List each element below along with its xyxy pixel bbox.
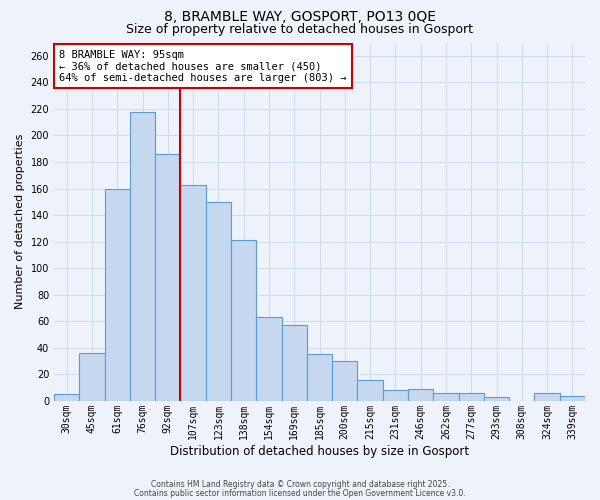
Text: Size of property relative to detached houses in Gosport: Size of property relative to detached ho… bbox=[127, 22, 473, 36]
Text: 8, BRAMBLE WAY, GOSPORT, PO13 0QE: 8, BRAMBLE WAY, GOSPORT, PO13 0QE bbox=[164, 10, 436, 24]
Bar bbox=[155, 154, 181, 401]
Bar bbox=[256, 318, 281, 401]
Bar bbox=[231, 240, 256, 401]
Bar bbox=[281, 326, 307, 401]
Bar bbox=[358, 380, 383, 401]
Bar bbox=[307, 354, 332, 401]
Bar bbox=[433, 393, 458, 401]
Bar bbox=[535, 393, 560, 401]
Text: Contains public sector information licensed under the Open Government Licence v3: Contains public sector information licen… bbox=[134, 488, 466, 498]
X-axis label: Distribution of detached houses by size in Gosport: Distribution of detached houses by size … bbox=[170, 444, 469, 458]
Bar bbox=[54, 394, 79, 401]
Bar bbox=[181, 184, 206, 401]
Bar bbox=[408, 389, 433, 401]
Bar bbox=[130, 112, 155, 401]
Bar bbox=[560, 396, 585, 401]
Bar bbox=[458, 393, 484, 401]
Bar bbox=[79, 353, 104, 401]
Bar bbox=[484, 397, 509, 401]
Y-axis label: Number of detached properties: Number of detached properties bbox=[15, 134, 25, 310]
Bar bbox=[383, 390, 408, 401]
Bar bbox=[332, 361, 358, 401]
Bar bbox=[206, 202, 231, 401]
Text: Contains HM Land Registry data © Crown copyright and database right 2025.: Contains HM Land Registry data © Crown c… bbox=[151, 480, 449, 489]
Bar bbox=[104, 188, 130, 401]
Text: 8 BRAMBLE WAY: 95sqm
← 36% of detached houses are smaller (450)
64% of semi-deta: 8 BRAMBLE WAY: 95sqm ← 36% of detached h… bbox=[59, 50, 347, 83]
